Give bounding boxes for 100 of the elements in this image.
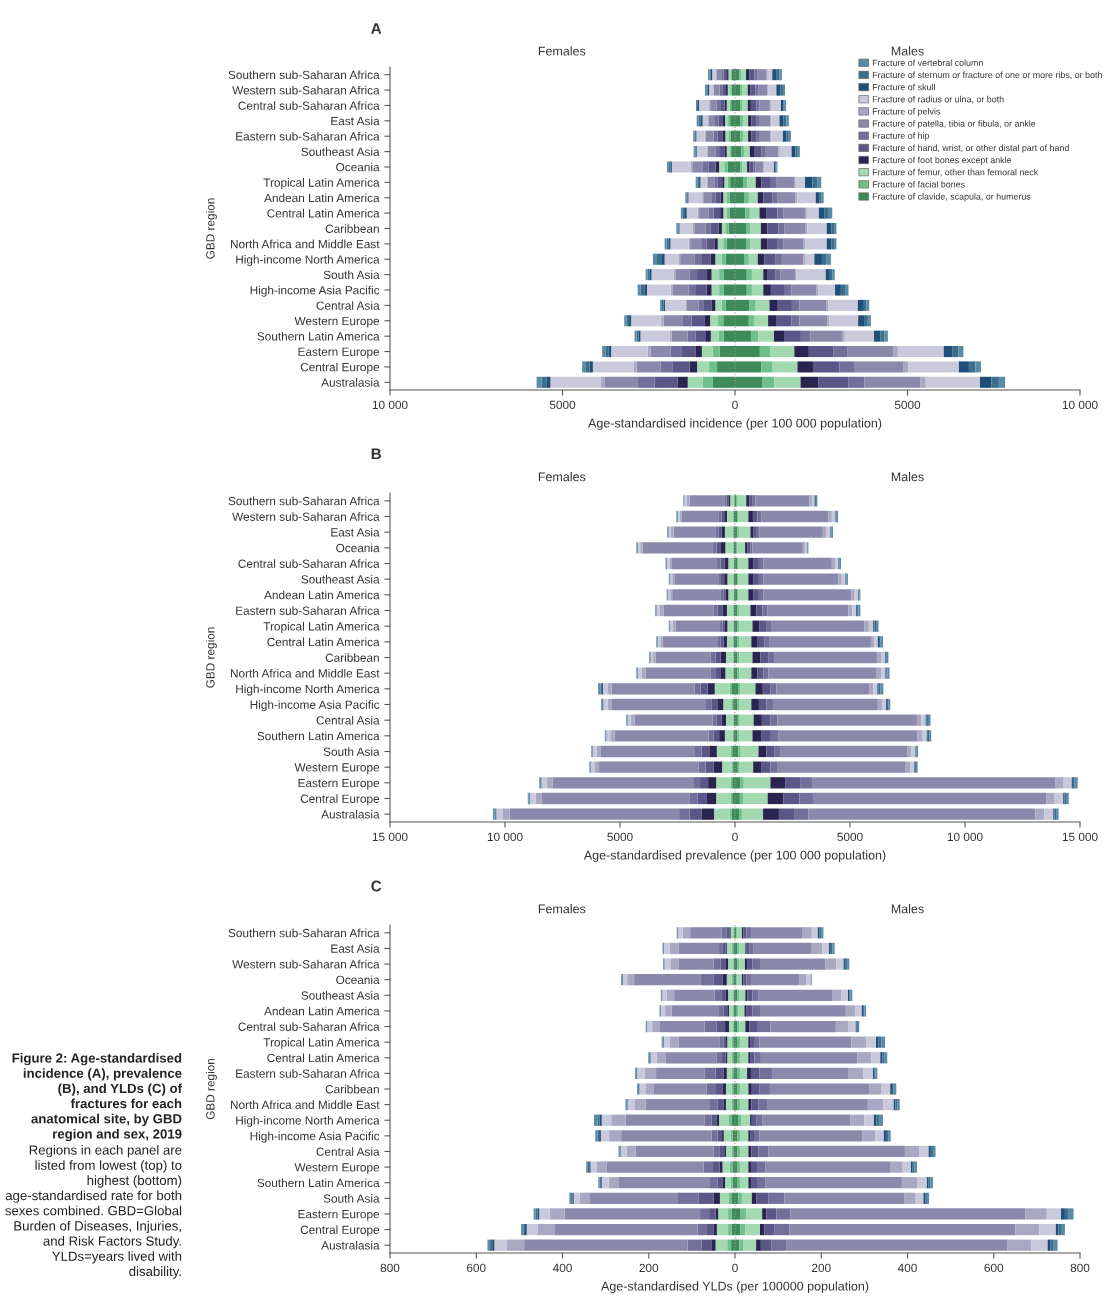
y-tick-label: Oceania xyxy=(336,975,380,985)
y-tick-label: North Africa and Middle East xyxy=(230,668,380,678)
legend-label: Fracture of vertebral column xyxy=(872,59,983,66)
y-tick-label: Central sub-Saharan Africa xyxy=(238,101,380,110)
legend-label: Fracture of facial bones xyxy=(872,180,965,188)
y-tick-label: East Asia xyxy=(331,527,380,537)
text: Females xyxy=(538,472,586,482)
y-tick-label: South Asia xyxy=(323,270,380,280)
y-tick-label: Southeast Asia xyxy=(301,991,380,1000)
y-tick-label: Central Europe xyxy=(300,1225,380,1237)
y-tick-label: Southern sub-Saharan Africa xyxy=(228,928,380,938)
y-tick-label: High-income North America xyxy=(236,684,380,696)
y-tick-label: South Asia xyxy=(323,747,380,756)
y-tick-label: Eastern Europe xyxy=(298,1210,380,1221)
chart-title: C xyxy=(371,880,382,892)
x-tick-label: 5000 xyxy=(549,400,576,410)
y-tick-label: Andean Latin America xyxy=(264,590,380,600)
legend-label: Fracture of clavide, scapula, or humerus xyxy=(872,193,1031,202)
y-tick-label: East Asia xyxy=(331,116,380,126)
y-tick-label: Australasia xyxy=(321,1240,380,1250)
x-tick-label: 10 000 xyxy=(1062,400,1098,410)
y-tick-label: Oceania xyxy=(336,162,380,172)
y-tick-label: North Africa and Middle East xyxy=(230,1100,380,1110)
x-tick-label: 0 xyxy=(732,1263,738,1273)
y-tick-label: High-income North America xyxy=(236,254,380,266)
x-tick-label: 400 xyxy=(552,1263,572,1273)
chart-title: A xyxy=(371,23,382,34)
y-tick-label: Central Latin America xyxy=(267,208,380,218)
text: Males xyxy=(891,904,924,914)
legend-label: Fracture of femur, other than femoral neck xyxy=(872,168,1039,177)
y-tick-label: Southern Latin America xyxy=(257,731,380,741)
x-tick-label: 15 000 xyxy=(372,832,408,842)
chart-title: B xyxy=(371,448,382,460)
y-tick-label: Caribbean xyxy=(325,653,379,662)
x-tick-label: 0 xyxy=(732,400,738,410)
y-tick-label: Australasia xyxy=(321,809,380,819)
x-tick-label: 5000 xyxy=(837,832,863,842)
y-tick-label: Southern sub-Saharan Africa xyxy=(228,496,380,506)
y-tick-label: Andean Latin America xyxy=(264,193,380,203)
x-tick-label: 15 000 xyxy=(1062,832,1098,842)
y-tick-label: Western Europe xyxy=(294,316,380,328)
x-tick-label: 10 000 xyxy=(372,400,408,410)
y-tick-label: High-income Asia Pacific xyxy=(250,285,380,297)
legend-label: Fracture of hip xyxy=(872,132,930,141)
y-tick-label: East Asia xyxy=(331,944,380,953)
y-tick-label: Central Asia xyxy=(316,1147,380,1156)
y-tick-label: Western sub-Saharan Africa xyxy=(232,512,380,521)
y-tick-label: Eastern Europe xyxy=(298,778,380,790)
y-tick-label: Central Asia xyxy=(316,301,380,310)
y-tick-label: Southeast Asia xyxy=(301,574,380,584)
legend-label: Fracture of sternum or fracture of one or more ribs, or both xyxy=(872,71,1102,80)
y-tick-label: Central Europe xyxy=(300,794,380,806)
y-tick-label: Eastern Europe xyxy=(298,347,380,359)
x-tick-label: 600 xyxy=(467,1263,486,1273)
y-tick-label: Tropical Latin America xyxy=(263,621,380,633)
y-tick-label: Central Europe xyxy=(300,362,380,374)
x-axis-title: Age-standardised YLDs (per 100000 population) xyxy=(601,1281,869,1294)
legend-label: Fracture of skull xyxy=(872,83,935,91)
y-tick-label: Western sub-Saharan Africa xyxy=(232,959,380,969)
text: Males xyxy=(891,46,924,56)
y-tick-label: Eastern sub-Saharan Africa xyxy=(236,1069,380,1078)
y-tick-label: Central Asia xyxy=(316,715,380,725)
y-tick-label: Central sub-Saharan Africa xyxy=(238,559,380,568)
x-tick-label: 5000 xyxy=(607,832,633,842)
x-tick-label: 400 xyxy=(897,1263,917,1273)
x-tick-label: 800 xyxy=(380,1263,400,1273)
y-axis-title: GBD region xyxy=(205,627,217,688)
y-tick-label: North Africa and Middle East xyxy=(230,239,380,249)
y-tick-label: Central Latin America xyxy=(267,637,380,647)
x-tick-label: 200 xyxy=(812,1263,831,1273)
text: Females xyxy=(538,904,586,914)
x-tick-label: 800 xyxy=(1070,1263,1090,1273)
y-tick-label: Central Latin America xyxy=(267,1053,380,1063)
legend-label: Fracture of patella, tibia or fibula, or ankle xyxy=(872,120,1036,129)
y-tick-label: Caribbean xyxy=(325,224,379,233)
y-tick-label: Southern sub-Saharan Africa xyxy=(228,70,380,80)
x-tick-label: 5000 xyxy=(894,400,921,410)
legend-label: Fracture of foot bones except ankle xyxy=(872,156,1012,165)
x-tick-label: 10 000 xyxy=(947,832,983,842)
legend-label: Fracture of hand, wrist, or other distal part of hand xyxy=(872,144,1069,153)
y-tick-label: Australasia xyxy=(321,378,380,387)
text: Females xyxy=(538,46,586,56)
x-tick-label: 200 xyxy=(639,1263,659,1273)
y-tick-label: High-income North America xyxy=(236,1115,380,1127)
y-tick-label: South Asia xyxy=(323,1194,380,1203)
legend-label: Fracture of pelvis xyxy=(872,108,941,117)
y-axis-title: GBD region xyxy=(205,198,217,259)
y-tick-label: Eastern sub-Saharan Africa xyxy=(236,131,380,141)
y-tick-label: Tropical Latin America xyxy=(263,1037,380,1049)
y-tick-label: Caribbean xyxy=(325,1084,379,1094)
y-tick-label: High-income Asia Pacific xyxy=(250,700,380,712)
y-tick-label: Southern Latin America xyxy=(257,331,380,341)
y-tick-label: Central sub-Saharan Africa xyxy=(238,1022,380,1031)
text: Regions in each panel are listed from lowest (top) to highest (bottom) age-standardised rate for both sexes combined. GBD=Global Burden of Diseases, Injuries, and Risk Factors Study. YLDs=years lived with disability. xyxy=(5,1145,182,1279)
caption: Figure 2: Age-standardised incidence (A), prevalence (B), and YLDs (C) of fractures for each anatomical site, by GBD region and sex, 2019 xyxy=(12,1053,183,1142)
x-tick-label: 10 000 xyxy=(487,832,523,842)
y-tick-label: Southern Latin America xyxy=(257,1178,380,1188)
y-tick-label: High-income Asia Pacific xyxy=(250,1131,380,1143)
y-tick-label: Oceania xyxy=(336,543,380,553)
y-tick-label: Tropical Latin America xyxy=(263,178,380,190)
